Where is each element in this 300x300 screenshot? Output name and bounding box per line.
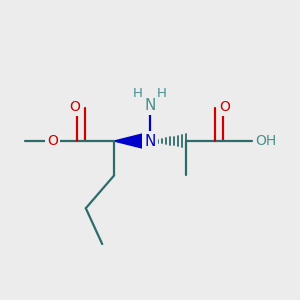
Text: N: N — [144, 98, 156, 113]
Text: OH: OH — [255, 134, 276, 148]
Text: N: N — [144, 134, 156, 148]
Text: O: O — [69, 100, 80, 114]
Text: H: H — [157, 87, 167, 101]
Text: O: O — [219, 100, 230, 114]
Text: O: O — [47, 134, 58, 148]
Polygon shape — [114, 132, 150, 150]
Text: H: H — [133, 87, 143, 101]
